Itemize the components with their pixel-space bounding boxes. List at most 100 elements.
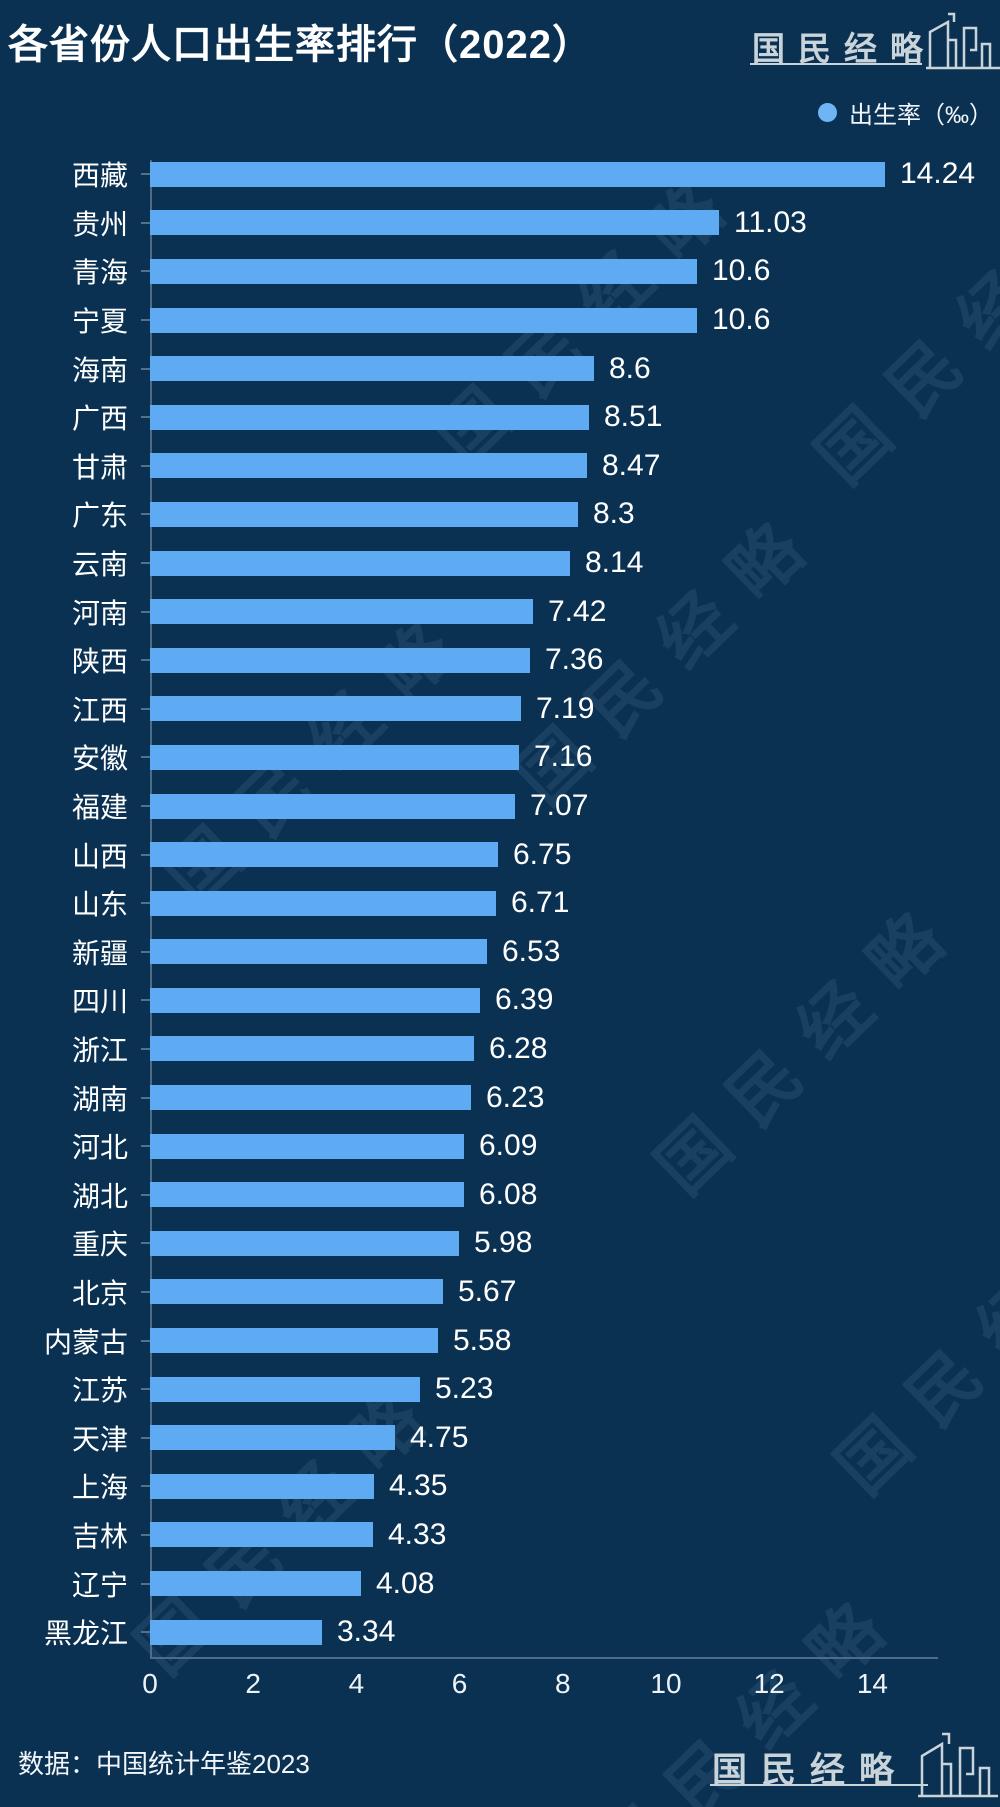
bar bbox=[150, 1230, 459, 1256]
brand-logo-text: 国民经略 bbox=[752, 30, 936, 67]
value-label: 6.75 bbox=[513, 837, 572, 871]
value-label: 7.36 bbox=[545, 643, 604, 677]
province-label: 山东 bbox=[71, 889, 128, 921]
bar bbox=[150, 210, 719, 236]
province-label: 江苏 bbox=[71, 1375, 128, 1407]
province-label: 吉林 bbox=[71, 1520, 128, 1552]
bar bbox=[150, 501, 578, 527]
y-tick-mark bbox=[141, 513, 150, 516]
bar-row: 重庆 5.98 bbox=[0, 1219, 1000, 1268]
value-label: 4.08 bbox=[376, 1566, 435, 1600]
y-tick bbox=[128, 1511, 150, 1560]
y-tick bbox=[128, 636, 150, 685]
bar bbox=[150, 939, 487, 965]
value-label: 10.6 bbox=[712, 303, 771, 337]
bar-row: 黑龙江 3.34 bbox=[0, 1608, 1000, 1657]
brand-logo-underline bbox=[750, 63, 922, 65]
value-label: 6.53 bbox=[502, 934, 561, 968]
bar-row: 天津 4.75 bbox=[0, 1413, 1000, 1462]
chart-legend: 出生率（‰） bbox=[818, 95, 993, 130]
y-tick bbox=[128, 539, 150, 588]
y-tick-mark bbox=[141, 707, 150, 710]
y-tick bbox=[128, 1316, 150, 1365]
y-tick-mark bbox=[141, 1485, 150, 1488]
x-tick-label: 4 bbox=[348, 1668, 365, 1699]
value-label: 6.09 bbox=[479, 1129, 538, 1163]
legend-label: 出生率（‰） bbox=[849, 102, 993, 129]
bar bbox=[150, 258, 697, 284]
bar bbox=[150, 404, 589, 430]
bar-row: 北京 5.67 bbox=[0, 1268, 1000, 1317]
y-tick bbox=[128, 1122, 150, 1171]
value-label: 4.75 bbox=[410, 1420, 469, 1454]
y-tick bbox=[128, 490, 150, 539]
y-tick bbox=[128, 1365, 150, 1414]
y-tick-mark bbox=[141, 562, 150, 565]
y-tick bbox=[128, 587, 150, 636]
y-tick bbox=[128, 976, 150, 1025]
x-tick-label: 14 bbox=[856, 1668, 888, 1699]
y-tick-mark bbox=[141, 610, 150, 613]
province-label: 上海 bbox=[71, 1472, 128, 1504]
province-label: 甘肃 bbox=[71, 451, 128, 483]
province-label: 安徽 bbox=[71, 743, 128, 775]
y-tick bbox=[128, 1462, 150, 1511]
y-tick-mark bbox=[141, 1047, 150, 1050]
data-source-note: 数据：中国统计年鉴2023 bbox=[18, 1749, 310, 1779]
y-tick-mark bbox=[141, 221, 150, 224]
y-tick bbox=[128, 1268, 150, 1317]
y-tick-mark bbox=[141, 319, 150, 322]
bar-row: 四川 6.39 bbox=[0, 976, 1000, 1025]
city-skyline-icon bbox=[918, 1732, 998, 1798]
province-label: 内蒙古 bbox=[43, 1326, 128, 1358]
value-label: 7.16 bbox=[534, 740, 593, 774]
y-tick-mark bbox=[141, 1339, 150, 1342]
y-tick bbox=[128, 879, 150, 928]
province-label: 黑龙江 bbox=[43, 1618, 128, 1650]
y-tick-mark bbox=[141, 1533, 150, 1536]
bar bbox=[150, 890, 496, 916]
bar bbox=[150, 1036, 474, 1062]
value-label: 6.71 bbox=[511, 886, 570, 920]
bar-row: 广东 8.3 bbox=[0, 490, 1000, 539]
bar bbox=[150, 1182, 464, 1208]
province-label: 广西 bbox=[71, 403, 128, 435]
bar bbox=[150, 1473, 374, 1499]
value-label: 10.6 bbox=[712, 254, 771, 288]
y-tick-mark bbox=[141, 1388, 150, 1391]
province-label: 新疆 bbox=[71, 937, 128, 969]
bar bbox=[150, 356, 594, 382]
y-tick bbox=[128, 442, 150, 491]
city-skyline-icon bbox=[926, 12, 1000, 70]
value-label: 7.42 bbox=[548, 594, 607, 628]
province-label: 陕西 bbox=[71, 646, 128, 678]
value-label: 6.39 bbox=[495, 983, 554, 1017]
y-tick bbox=[128, 393, 150, 442]
x-tick-label: 12 bbox=[753, 1668, 785, 1699]
province-label: 重庆 bbox=[71, 1229, 128, 1261]
value-label: 4.35 bbox=[389, 1469, 448, 1503]
y-tick bbox=[128, 1073, 150, 1122]
province-label: 北京 bbox=[71, 1277, 128, 1309]
province-label: 河南 bbox=[71, 597, 128, 629]
province-label: 河北 bbox=[71, 1132, 128, 1164]
value-label: 5.23 bbox=[435, 1372, 494, 1406]
x-tick-label: 0 bbox=[142, 1668, 158, 1699]
bar-row: 河北 6.09 bbox=[0, 1122, 1000, 1171]
y-tick-mark bbox=[141, 853, 150, 856]
province-label: 湖北 bbox=[71, 1180, 128, 1212]
y-tick-mark bbox=[141, 1290, 150, 1293]
y-tick-mark bbox=[141, 1436, 150, 1439]
province-label: 山西 bbox=[71, 840, 128, 872]
bar bbox=[150, 1328, 438, 1354]
bar bbox=[150, 647, 530, 673]
value-label: 8.3 bbox=[593, 497, 635, 531]
province-label: 青海 bbox=[71, 257, 128, 289]
y-tick-mark bbox=[141, 1582, 150, 1585]
y-tick bbox=[128, 247, 150, 296]
footer-brand-logo-underline bbox=[710, 1784, 928, 1786]
bar-row: 山东 6.71 bbox=[0, 879, 1000, 928]
value-label: 8.14 bbox=[585, 546, 644, 580]
province-label: 西藏 bbox=[71, 160, 128, 192]
